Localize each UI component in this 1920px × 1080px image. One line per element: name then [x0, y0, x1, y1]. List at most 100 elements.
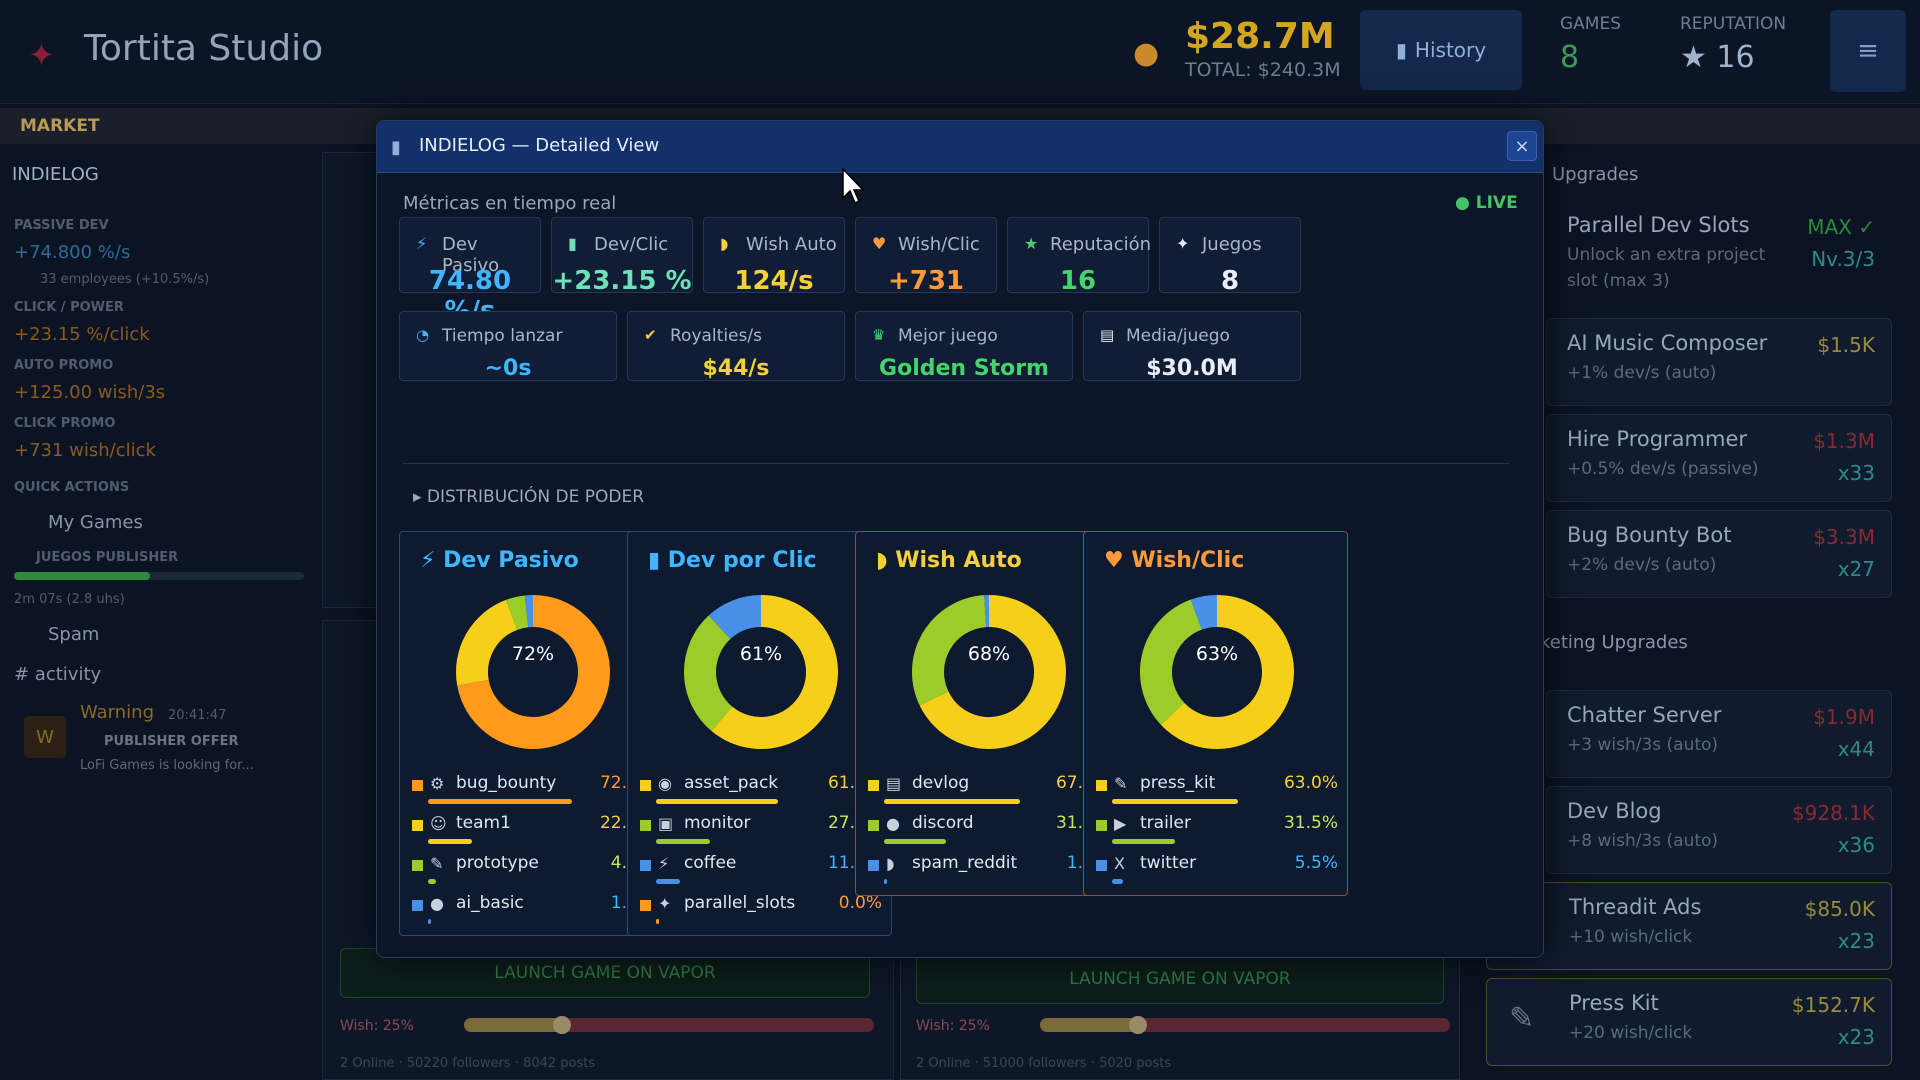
upgrade-card[interactable]: Dev Blog +8 wish/3s (auto) $928.1K x36: [1546, 786, 1892, 874]
warning-line2: LoFi Games is looking for...: [80, 758, 254, 773]
legend-swatch: [868, 820, 879, 831]
legend-swatch: [640, 780, 651, 791]
legend-name: devlog: [912, 773, 970, 793]
panel-title: ♥ Wish/Clic: [1104, 548, 1244, 573]
studio-logo-icon: ✦: [28, 36, 55, 74]
launch-game-button-2[interactable]: LAUNCH GAME ON VAPOR: [916, 954, 1444, 1004]
panel-title: ⚡ Dev Pasivo: [420, 548, 579, 573]
stat-card: ♥ Wish/Clic +731: [855, 217, 997, 296]
stat-label: Juegos: [1202, 234, 1262, 255]
history-button[interactable]: ▮ History: [1360, 10, 1522, 90]
upgrade-level: x23: [1837, 929, 1875, 953]
upgrade-level: Nv.3/3: [1811, 247, 1875, 271]
my-games-button[interactable]: My Games: [48, 512, 143, 533]
item-icon: ✎: [1114, 774, 1128, 793]
donut-chart: 68%: [912, 595, 1066, 749]
legend-name: press_kit: [1140, 773, 1216, 793]
publisher-progress: [14, 572, 304, 580]
divider: [403, 463, 1509, 464]
upgrade-desc: +1% dev/s (auto): [1567, 363, 1717, 383]
upgrade-card[interactable]: ✎ Press Kit +20 wish/click $152.7K x23: [1486, 978, 1892, 1066]
stat-value: $44/s: [702, 356, 770, 381]
legend-swatch: [412, 900, 423, 911]
legend-swatch: [640, 820, 651, 831]
upgrade-card[interactable]: Threadit Ads +10 wish/click $85.0K x23: [1486, 882, 1892, 970]
click-value: +23.15 %/click: [14, 324, 150, 345]
stat-label: Tiempo lanzar: [442, 326, 563, 346]
upgrade-price: $3.3M: [1813, 525, 1875, 549]
upgrade-desc: +0.5% dev/s (passive): [1567, 459, 1759, 479]
upgrade-name: Bug Bounty Bot: [1567, 523, 1732, 547]
publisher-sub: 2m 07s (2.8 uhs): [14, 592, 125, 607]
clickpromo-value: +731 wish/click: [14, 440, 156, 461]
wish-slider-2[interactable]: [1040, 1018, 1450, 1032]
stat-icon: ✦: [1176, 234, 1190, 253]
item-icon: ●: [430, 894, 444, 913]
legend-percent: 31.5%: [1283, 813, 1338, 833]
upgrade-card[interactable]: AI Music Composer +1% dev/s (auto) $1.5K: [1546, 318, 1892, 406]
item-icon: ◗: [886, 854, 895, 873]
upgrade-name: AI Music Composer: [1567, 331, 1768, 355]
money-total: TOTAL: $240.3M: [1185, 59, 1341, 81]
donut-chart: 72%: [456, 595, 610, 749]
distribution-toggle[interactable]: ▸ DISTRIBUCIÓN DE PODER: [413, 487, 645, 507]
legend-swatch: [412, 860, 423, 871]
detailed-view-modal: ▮ INDIELOG — Detailed View × Métricas en…: [376, 120, 1544, 958]
wish-slider-1[interactable]: [464, 1018, 874, 1032]
passive-value: +74.800 %/s: [14, 242, 131, 263]
stat-icon: ✔: [644, 326, 657, 344]
games-label: GAMES: [1560, 14, 1622, 34]
upgrade-card[interactable]: Chatter Server +3 wish/3s (auto) $1.9M x44: [1546, 690, 1892, 778]
stat-icon: ★: [1024, 234, 1039, 253]
item-icon: ✦: [658, 894, 672, 913]
stat-card: ★ Reputación 16: [1007, 217, 1151, 296]
legend-bar: [1112, 839, 1175, 844]
legend-row: ◉asset_pack61.1%: [640, 772, 882, 812]
distribution-panel: ♥ Wish/Clic 63% ✎ press_kit 63.0% ▶ trailer 31.…: [1083, 531, 1348, 896]
panel-title: ▮ Dev por Clic: [648, 548, 817, 573]
wish-slider-knob-2[interactable]: [1129, 1016, 1148, 1034]
upgrade-price: MAX ✓: [1807, 215, 1875, 239]
stat-value: 8: [1220, 266, 1240, 296]
wish-slider-knob-1[interactable]: [553, 1016, 572, 1034]
legend-name: asset_pack: [684, 773, 779, 793]
item-icon: ⚙: [430, 774, 445, 793]
upgrade-price: $1.9M: [1813, 705, 1875, 729]
upgrade-price: $85.0K: [1804, 897, 1875, 921]
donut-slice-asset_pack: [711, 595, 838, 749]
donut-center-label: 63%: [1196, 643, 1238, 665]
legend-name: ai_basic: [456, 893, 524, 913]
upgrade-level: x44: [1837, 737, 1875, 761]
live-indicator: ● LIVE: [1455, 193, 1518, 213]
legend-bar: [1112, 879, 1123, 884]
upgrade-card[interactable]: Bug Bounty Bot +2% dev/s (auto) $3.3M x27: [1546, 510, 1892, 598]
press-pen-icon: ✎: [1509, 1001, 1535, 1036]
legend-bar: [884, 879, 887, 884]
close-button[interactable]: ×: [1507, 131, 1537, 161]
donut-slice-monitor: [684, 615, 733, 732]
spam-button[interactable]: Spam: [48, 624, 100, 645]
stat-icon: ⚡: [416, 234, 428, 253]
upgrade-desc: +10 wish/click: [1569, 927, 1693, 947]
legend-bar: [428, 879, 436, 884]
upgrade-card[interactable]: Hire Programmer +0.5% dev/s (passive) $1.3…: [1546, 414, 1892, 502]
item-icon: ●: [886, 814, 900, 833]
upgrade-desc: +8 wish/3s (auto): [1567, 831, 1719, 851]
stat-label: Dev Pasivo: [442, 234, 500, 276]
marketing-upgrades-title: keting Upgrades: [1540, 632, 1688, 653]
stat-card-secondary: ▤ Media/juego $30.0M: [1083, 311, 1301, 381]
upgrade-card[interactable]: Parallel Dev Slots Unlock an extra projec…: [1546, 200, 1892, 291]
legend-name: bug_bounty: [456, 773, 557, 793]
stat-icon: ♛: [872, 326, 886, 344]
legend-swatch: [412, 820, 423, 831]
menu-button[interactable]: ≡: [1830, 10, 1906, 92]
upgrade-name: Threadit Ads: [1569, 895, 1702, 919]
panel-title-text: Dev Pasivo: [443, 548, 579, 573]
upgrade-price: $928.1K: [1791, 801, 1875, 825]
stat-card: ◗ Wish Auto 124/s: [703, 217, 845, 296]
stat-card-secondary: ◔ Tiempo lanzar ~0s: [399, 311, 617, 381]
legend-name: spam_reddit: [912, 853, 1018, 873]
legend-row: ◗spam_reddit1.0%: [868, 852, 1110, 892]
upgrade-name: Hire Programmer: [1567, 427, 1748, 451]
